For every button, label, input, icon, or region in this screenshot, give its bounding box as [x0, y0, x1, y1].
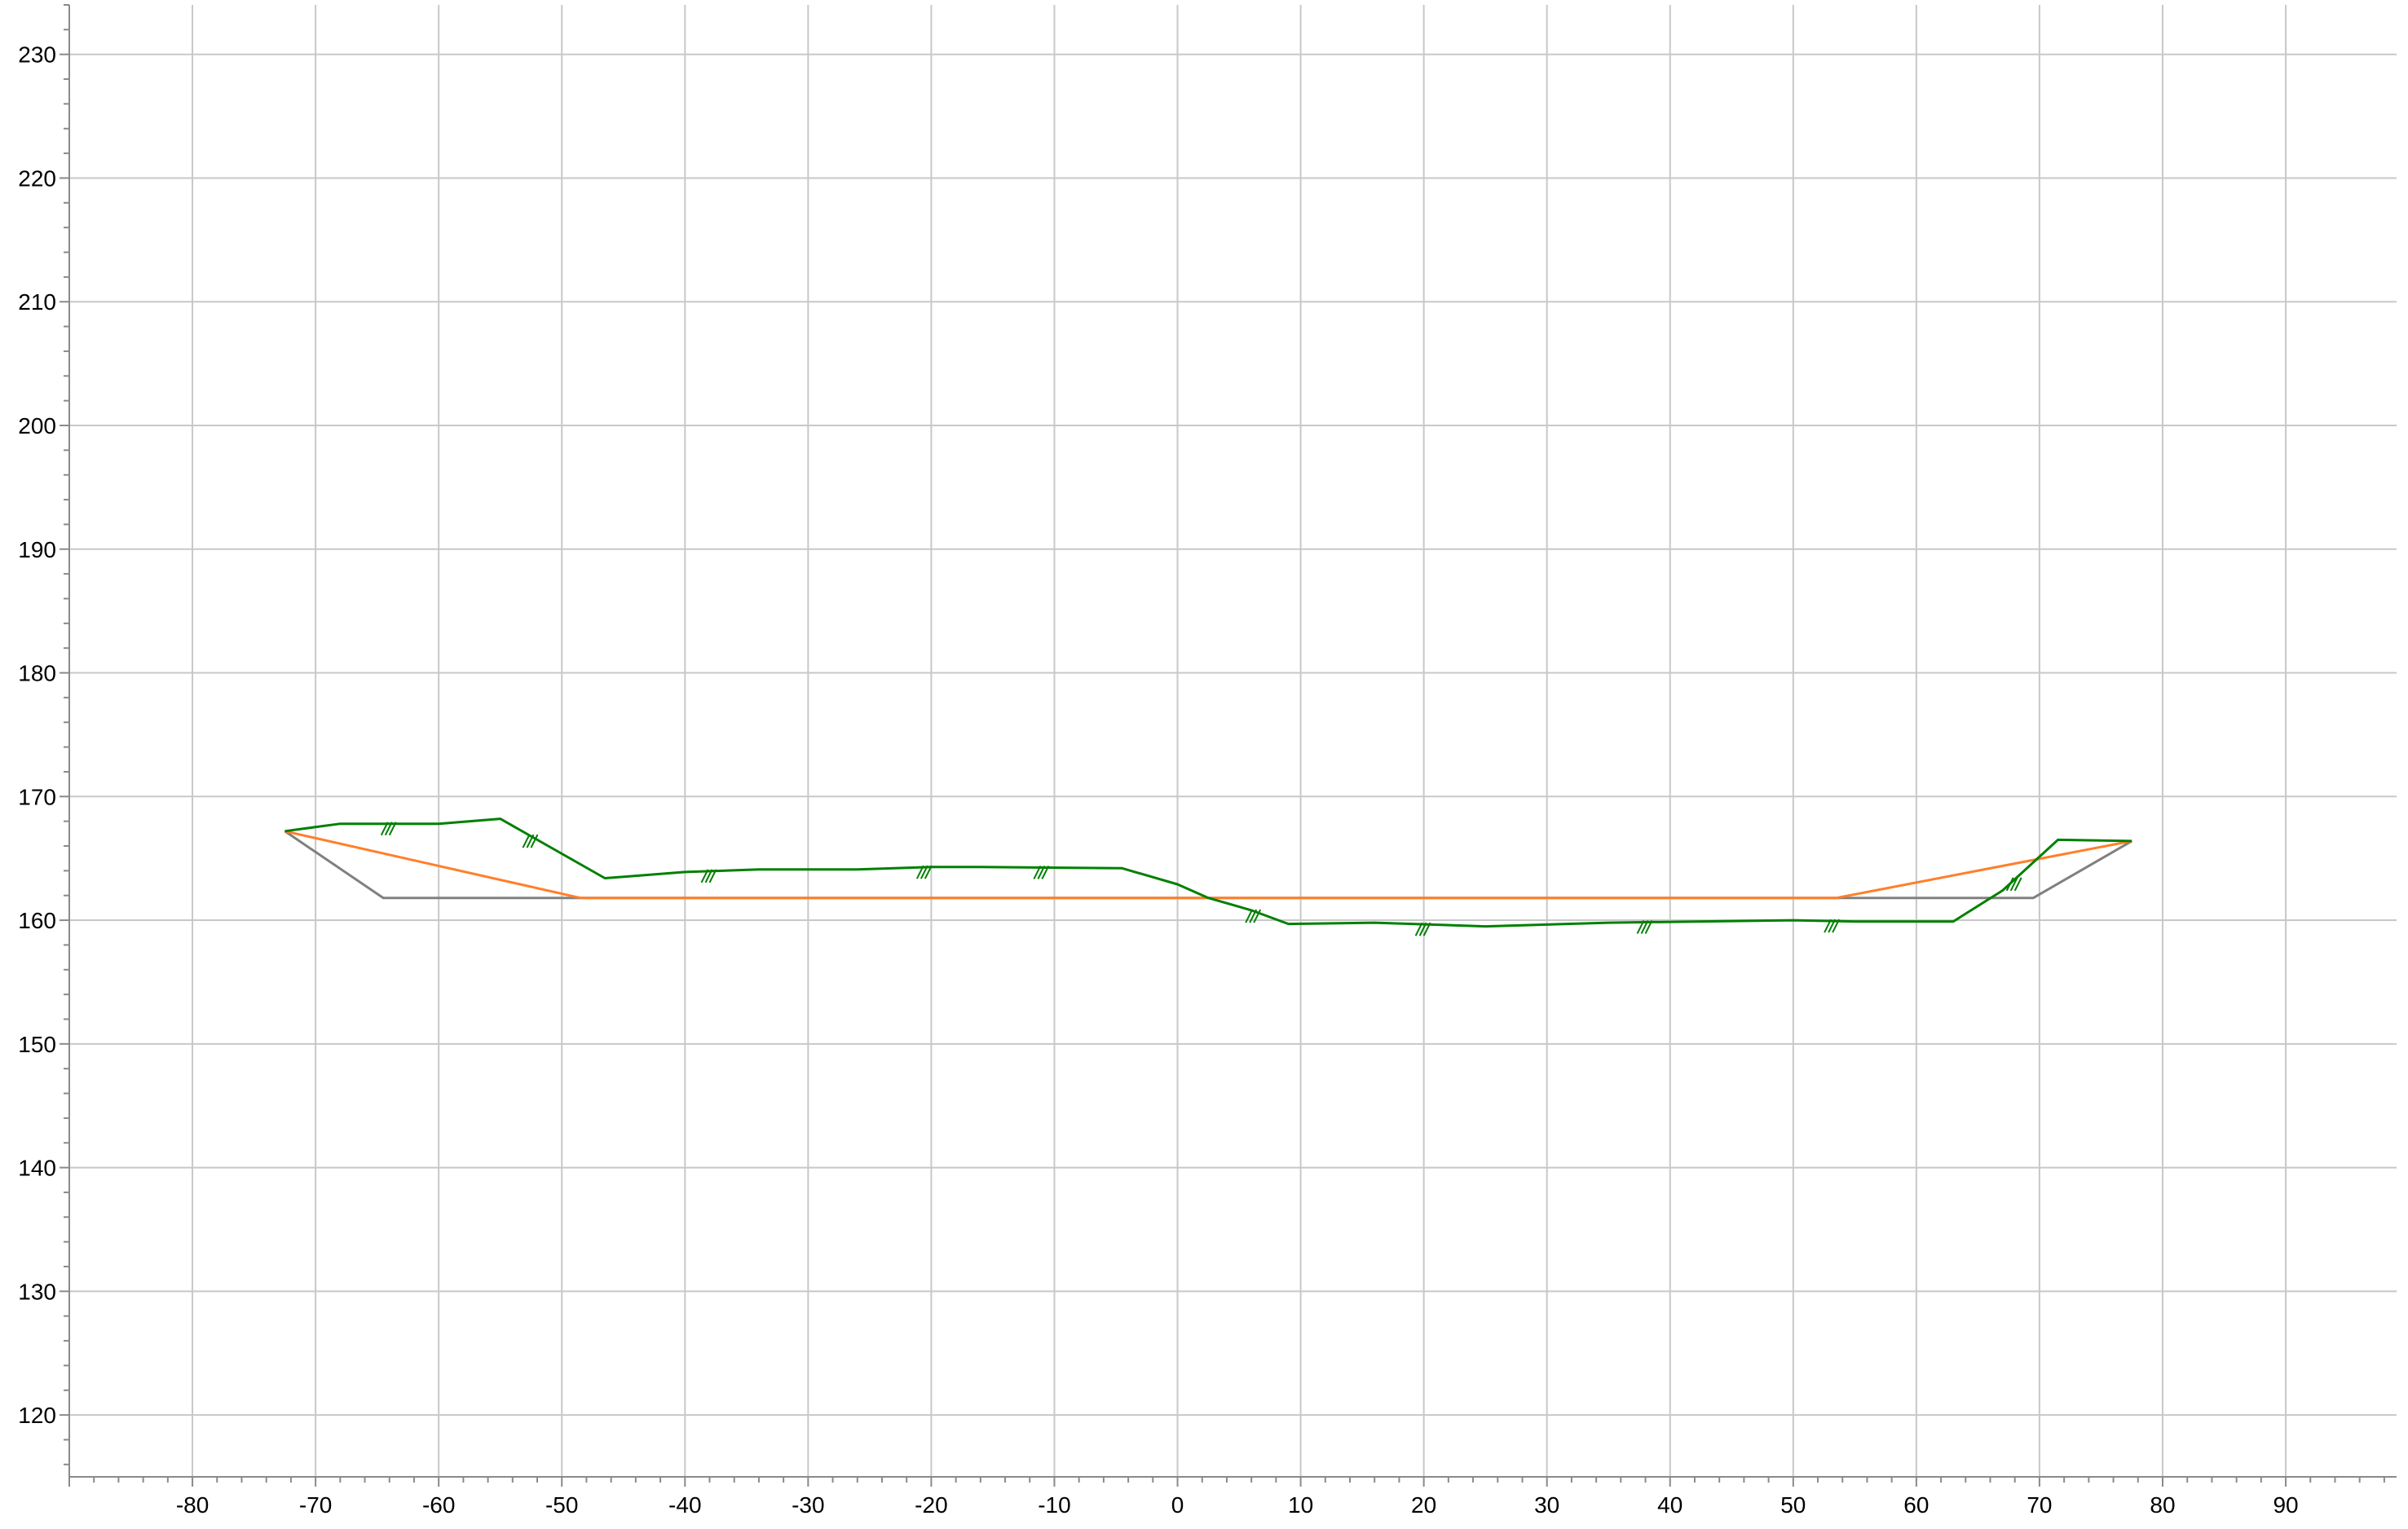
hatch-stroke: [526, 834, 535, 848]
x-tick-label: 10: [1288, 1492, 1313, 1518]
annotation-marks: [380, 822, 2022, 936]
x-tick-label: 80: [2150, 1492, 2175, 1518]
hatch-stroke: [2009, 877, 2018, 892]
hatch-mark: [2005, 877, 2022, 892]
x-tick-label: 20: [1411, 1492, 1436, 1518]
y-tick-labels: 120 130 140 150 160 170 180 190 200 210 220 230: [18, 42, 56, 1428]
hatch-stroke: [915, 865, 924, 879]
x-tick-label: 70: [2027, 1492, 2052, 1518]
x-tick-label: -10: [1038, 1492, 1070, 1518]
minor-ticks: [60, 4, 2385, 1487]
hatch-stroke: [1418, 922, 1427, 936]
y-tick-label: 120: [18, 1403, 56, 1428]
hatch-stroke: [700, 869, 709, 883]
hatch-mark: [1414, 922, 1431, 936]
hatch-stroke: [924, 865, 933, 879]
hatch-stroke: [2005, 877, 2014, 892]
hatch-stroke: [704, 869, 713, 883]
x-tick-label: -30: [792, 1492, 824, 1518]
hatch-stroke: [1832, 919, 1841, 933]
hatch-stroke: [1636, 920, 1645, 934]
x-tick-label: 50: [1780, 1492, 1806, 1518]
hatch-stroke: [1253, 909, 1262, 923]
x-tick-label: 40: [1657, 1492, 1683, 1518]
hatch-stroke: [380, 822, 389, 836]
hatch-stroke: [1041, 866, 1050, 879]
hatch-stroke: [1422, 922, 1431, 936]
y-tick-label: 210: [18, 289, 56, 315]
hatch-mark: [522, 834, 539, 848]
hatch-stroke: [530, 834, 539, 848]
hatch-stroke: [1640, 920, 1649, 934]
hatch-mark: [1245, 909, 1262, 923]
hatch-stroke: [388, 822, 397, 836]
hatch-mark: [700, 869, 717, 883]
x-tick-label: -80: [176, 1492, 209, 1518]
y-tick-label: 230: [18, 42, 56, 68]
y-tick-label: 130: [18, 1279, 56, 1304]
hatch-stroke: [384, 822, 393, 836]
hatch-stroke: [1037, 866, 1046, 879]
x-tick-label: -60: [422, 1492, 455, 1518]
x-tick-label: 60: [1903, 1492, 1929, 1518]
plot-axes: [68, 5, 2397, 1478]
y-tick-label: 180: [18, 661, 56, 686]
grid-lines: [69, 5, 2397, 1477]
hatch-stroke: [1414, 922, 1423, 936]
hatch-stroke: [1245, 909, 1254, 923]
hatch-stroke: [1644, 920, 1653, 934]
y-tick-label: 140: [18, 1156, 56, 1181]
series-line: [284, 817, 2132, 928]
hatch-stroke: [920, 865, 928, 879]
hatch-stroke: [1249, 909, 1258, 923]
y-tick-label: 200: [18, 413, 56, 438]
hatch-mark: [1636, 920, 1653, 934]
hatch-mark: [915, 865, 933, 879]
hatch-stroke: [708, 869, 717, 883]
x-tick-label: 30: [1534, 1492, 1559, 1518]
x-tick-label: -40: [668, 1492, 701, 1518]
x-tick-label: 0: [1171, 1492, 1184, 1518]
hatch-mark: [1033, 866, 1050, 879]
hatch-stroke: [522, 834, 531, 848]
y-tick-label: 170: [18, 784, 56, 809]
hatch-mark: [380, 822, 397, 836]
hatch-mark: [1824, 919, 1841, 933]
y-tick-label: 160: [18, 908, 56, 933]
y-tick-label: 190: [18, 537, 56, 562]
x-tick-label: -20: [915, 1492, 947, 1518]
hatch-stroke: [2013, 877, 2022, 892]
x-tick-label: -50: [545, 1492, 578, 1518]
x-tick-label: -70: [299, 1492, 332, 1518]
x-tick-label: 90: [2273, 1492, 2298, 1518]
x-tick-labels: -80 -70 -60 -50 -40 -30 -20 -10 0 10 20 30 40 50 60 70 8…: [176, 1492, 2299, 1518]
hatch-stroke: [1033, 866, 1042, 879]
data-series: [284, 817, 2132, 928]
hatch-stroke: [1824, 919, 1832, 933]
y-tick-label: 150: [18, 1032, 56, 1057]
hatch-stroke: [1828, 919, 1837, 933]
y-tick-label: 220: [18, 165, 56, 191]
